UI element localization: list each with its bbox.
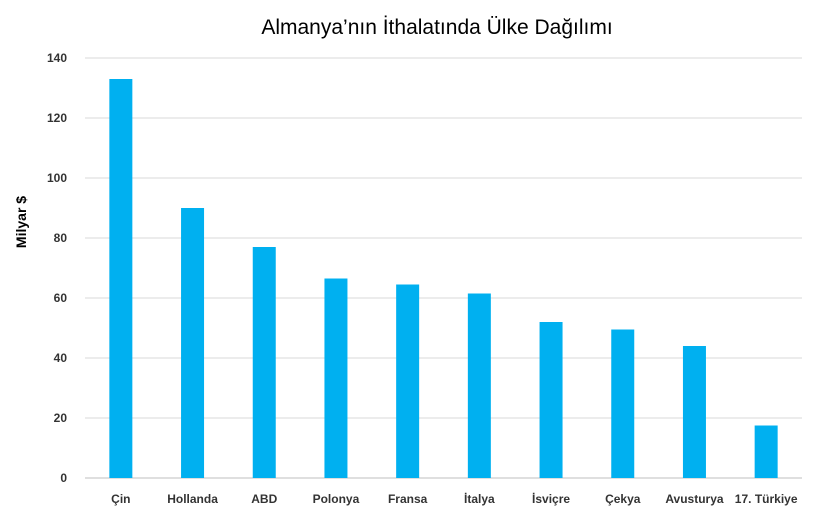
y-tick-label: 0 — [60, 471, 67, 485]
x-category-label: ABD — [251, 492, 277, 506]
x-axis-categories: Çin Hollanda ABD Polonya Fransa İtalya İsviçre… — [111, 491, 798, 506]
x-category-label: İsviçre — [532, 491, 570, 506]
bars — [109, 79, 778, 478]
x-category-label: 17. Türkiye — [735, 492, 798, 506]
x-category-label: İtalya — [464, 491, 495, 506]
x-category-label: Fransa — [388, 492, 428, 506]
y-tick-label: 60 — [54, 291, 68, 305]
x-category-label: Polonya — [313, 492, 360, 506]
y-tick-label: 120 — [47, 111, 67, 125]
x-category-label: Çin — [111, 492, 130, 506]
bar — [396, 284, 420, 478]
y-tick-label: 100 — [47, 171, 67, 185]
y-axis-ticks: 0 20 40 60 80 100 120 140 — [47, 51, 67, 485]
bar — [682, 346, 706, 478]
x-category-label: Çekya — [605, 492, 641, 506]
bar — [324, 278, 348, 478]
bar — [252, 247, 276, 478]
bar — [539, 322, 563, 478]
x-category-label: Hollanda — [167, 492, 218, 506]
y-tick-label: 80 — [54, 231, 68, 245]
y-tick-label: 40 — [54, 351, 68, 365]
bar — [754, 425, 778, 478]
y-tick-label: 140 — [47, 51, 67, 65]
y-axis-label: Milyar $ — [13, 196, 29, 248]
bar — [611, 329, 635, 478]
chart-title: Almanya’nın İthalatında Ülke Dağılımı — [261, 16, 612, 39]
bar — [181, 208, 205, 478]
gridlines — [85, 57, 802, 479]
y-tick-label: 20 — [54, 411, 68, 425]
bar — [109, 79, 133, 478]
bar — [467, 293, 491, 478]
x-category-label: Avusturya — [665, 492, 724, 506]
